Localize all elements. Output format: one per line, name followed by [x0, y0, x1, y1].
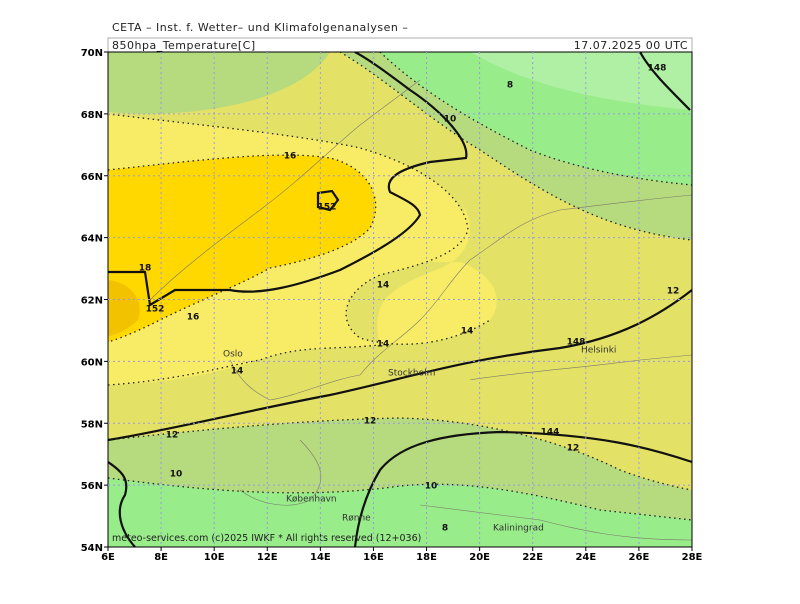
lat-label: 64N — [81, 234, 103, 245]
contour-label: 14 — [461, 327, 474, 337]
contour-10 — [108, 52, 692, 521]
isohypse-152 — [108, 52, 468, 307]
lon-label: 18E — [416, 552, 437, 563]
band-16-18 — [108, 155, 376, 342]
contour-label: 10 — [170, 470, 183, 480]
lon-label: 16E — [363, 552, 384, 563]
lat-label: 68N — [81, 110, 103, 121]
lat-label: 56N — [81, 481, 103, 492]
place-name: Oslo — [223, 350, 243, 360]
lat-label: 70N — [81, 48, 103, 59]
field-name: 850hpa_Temperature[C] — [112, 39, 256, 52]
place-name: Stockholm — [388, 369, 435, 379]
lon-label: 8E — [154, 552, 168, 563]
valid-time: 17.07.2025 00 UTC — [574, 39, 688, 52]
lon-label: 26E — [629, 552, 650, 563]
header-title: CETA – Inst. f. Wetter– und Klimafolgena… — [112, 21, 408, 34]
map-area — [108, 52, 692, 547]
isohypse-152-loop — [316, 189, 340, 212]
contour-label: 152 — [146, 305, 165, 315]
lon-label: 14E — [310, 552, 331, 563]
band-6-8-north — [470, 52, 692, 110]
contour-label: 144 — [541, 428, 560, 438]
place-name: Helsinki — [581, 346, 616, 356]
place-name: Kaliningrad — [493, 524, 544, 534]
lat-label: 58N — [81, 419, 103, 430]
lat-label: 62N — [81, 296, 103, 307]
contour-label: 8 — [507, 81, 513, 91]
contour-label: 16 — [284, 152, 297, 162]
lon-label: 10E — [204, 552, 225, 563]
contour-label: 152 — [318, 203, 337, 213]
coastline — [149, 79, 692, 541]
lat-label: 54N — [81, 543, 103, 554]
contour-16 — [108, 154, 377, 343]
lon-label: 24E — [575, 552, 596, 563]
place-name: København — [286, 495, 337, 505]
lon-label: 20E — [469, 552, 490, 563]
contour-label: 14 — [377, 340, 390, 350]
lat-label: 66N — [81, 172, 103, 183]
contour-label: 12 — [567, 444, 580, 454]
footer-credit: meteo-services.com (c)2025 IWKF * All ri… — [112, 533, 421, 544]
band-8-10-south — [108, 478, 692, 547]
contour-label: 14 — [231, 367, 244, 377]
contour-label: 148 — [648, 64, 667, 74]
contour-label: 10 — [444, 115, 457, 125]
band-18 — [108, 280, 140, 336]
contour-label: 148 — [567, 338, 586, 348]
place-name: Rønne — [342, 514, 371, 524]
lon-label: 22E — [522, 552, 543, 563]
contour-label: 12 — [166, 431, 179, 441]
contour-14 — [108, 113, 491, 386]
contour-label: 8 — [442, 524, 448, 534]
contour-label: 14 — [377, 281, 390, 291]
contour-label: 16 — [187, 313, 200, 323]
lon-label: 28E — [682, 552, 703, 563]
lon-label: 12E — [257, 552, 278, 563]
contour-label: 18 — [139, 264, 152, 274]
contour-label: 12 — [667, 287, 680, 297]
isohypse-144 — [108, 430, 692, 547]
lat-label: 60N — [81, 357, 103, 368]
contour-label: 10 — [425, 482, 438, 492]
isohypse-148 — [108, 52, 692, 442]
contour-label: 12 — [364, 417, 377, 427]
contour-12 — [108, 52, 692, 491]
lon-label: 6E — [101, 552, 115, 563]
